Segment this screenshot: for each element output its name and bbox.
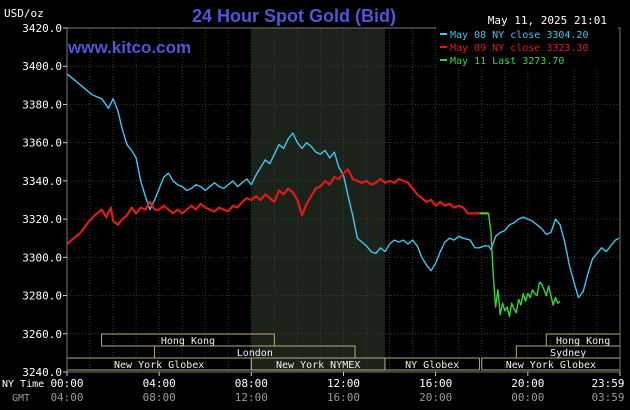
series-line-2: [488, 213, 561, 318]
x-tick-label-ny: 16:00: [419, 377, 452, 390]
y-tick-label: 3300.0: [22, 251, 62, 264]
x-tick-label-ny: 20:00: [511, 377, 544, 390]
y-tick-label: 3400.0: [22, 60, 62, 73]
x-tick-label-gmt: 03:59: [591, 391, 624, 404]
y-tick-label: 3260.0: [22, 328, 62, 341]
session-label: Hong Kong: [556, 336, 610, 347]
session-label: New York NYMEX: [276, 360, 360, 371]
legend-box: [436, 26, 618, 69]
y-tick-label: 3420.0: [22, 22, 62, 35]
session-label: Hong Kong: [161, 336, 215, 347]
x-tick-label-ny: 23:59: [591, 377, 624, 390]
x-axis-ticks: 00:0004:0004:0008:0008:0012:0012:0016:00…: [50, 372, 625, 404]
y-axis-ticks: 3420.0 3400.0 3380.0 3360.0 3340.0 3320.0 3300…: [22, 22, 67, 379]
x-tick-label-gmt: 12:00: [235, 391, 268, 404]
y-tick-label: 3380.0: [22, 98, 62, 111]
y-tick-label: 3360.0: [22, 137, 62, 150]
legend: May 08 NY close 3304.20 May 09 NY close 3…: [436, 26, 618, 69]
ny-time-row-label: NY Time: [2, 379, 44, 390]
legend-entry: May 09 NY close 3323.30: [450, 43, 588, 54]
legend-entry: May 11 Last 3273.70: [450, 56, 564, 67]
session-label: London: [237, 348, 273, 359]
session-label: New York Globex: [506, 360, 596, 371]
y-tick-label: 3340.0: [22, 175, 62, 188]
x-tick-label-gmt: 08:00: [143, 391, 176, 404]
y-tick-label: 3320.0: [22, 213, 62, 226]
x-tick-label-gmt: 16:00: [327, 391, 360, 404]
y-axis-unit-label: USD/oz: [4, 7, 44, 20]
session-bar: NY Globex: [384, 357, 480, 371]
gmt-row-label: GMT: [12, 393, 30, 404]
session-label: NY Globex: [405, 360, 459, 371]
chart-title: 24 Hour Spot Gold (Bid): [192, 6, 396, 26]
session-label: Sydney: [550, 348, 586, 359]
watermark: www.kitco.com: [67, 38, 191, 57]
grid: [66, 27, 621, 373]
x-tick-label-gmt: 04:00: [50, 391, 83, 404]
series-line-0: [66, 73, 620, 299]
x-tick-label-gmt: 20:00: [419, 391, 452, 404]
x-tick-label-gmt: 00:00: [511, 391, 544, 404]
y-tick-label: 3240.0: [22, 366, 62, 379]
session-bar-box: [384, 357, 480, 371]
series-line-1: [66, 168, 489, 245]
session-bar: Hong Kong: [545, 333, 621, 347]
y-tick-label: 3280.0: [22, 290, 62, 303]
session-label: New York Globex: [114, 360, 204, 371]
chart-timestamp: May 11, 2025 21:01: [488, 14, 607, 27]
x-tick-label-ny: 12:00: [327, 377, 360, 390]
legend-entry: May 08 NY close 3304.20: [450, 30, 588, 41]
x-tick-label-ny: 04:00: [143, 377, 176, 390]
x-tick-label-ny: 08:00: [235, 377, 268, 390]
x-tick-label-ny: 00:00: [50, 377, 83, 390]
